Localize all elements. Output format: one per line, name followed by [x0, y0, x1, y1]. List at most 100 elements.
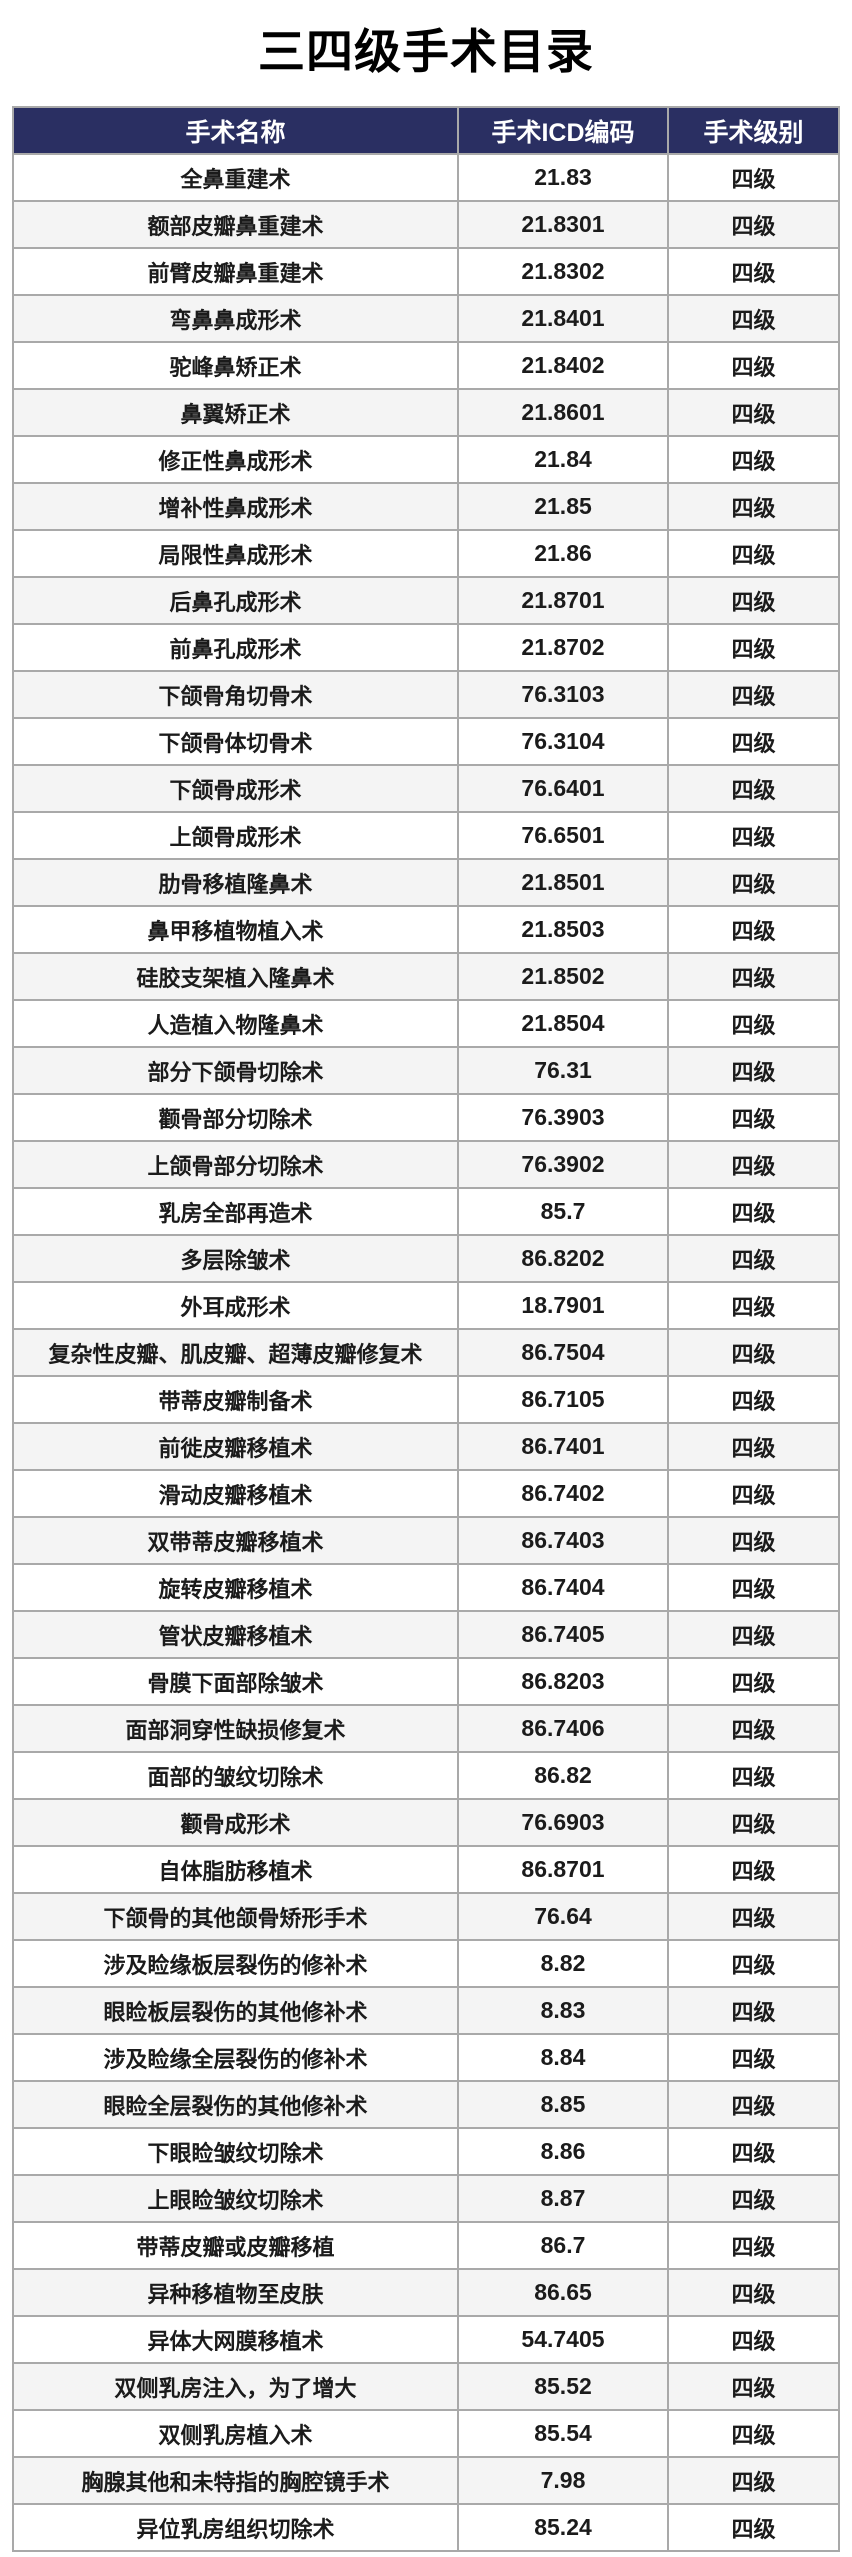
table-row: 前臂皮瓣鼻重建术 21.8302 四级 [12, 247, 840, 296]
surgery-name-cell: 颧骨部分切除术 [12, 1093, 459, 1142]
surgery-level-cell: 四级 [667, 1986, 840, 2035]
surgery-level-cell: 四级 [667, 2080, 840, 2129]
icd-code-cell: 85.7 [457, 1187, 669, 1236]
surgery-name-cell: 修正性鼻成形术 [12, 435, 459, 484]
column-header-icd-code: 手术ICD编码 [457, 106, 669, 155]
table-row: 颧骨成形术 76.6903 四级 [12, 1798, 840, 1847]
surgery-name-cell: 外耳成形术 [12, 1281, 459, 1330]
table-row: 上颌骨成形术 76.6501 四级 [12, 811, 840, 860]
icd-code-cell: 21.86 [457, 529, 669, 578]
icd-code-cell: 8.86 [457, 2127, 669, 2176]
table-row: 双侧乳房注入，为了增大 85.52 四级 [12, 2362, 840, 2411]
surgery-name-cell: 复杂性皮瓣、肌皮瓣、超薄皮瓣修复术 [12, 1328, 459, 1377]
table-row: 下颌骨体切骨术 76.3104 四级 [12, 717, 840, 766]
table-row: 额部皮瓣鼻重建术 21.8301 四级 [12, 200, 840, 249]
table-row: 外耳成形术 18.7901 四级 [12, 1281, 840, 1330]
table-row: 前徙皮瓣移植术 86.7401 四级 [12, 1422, 840, 1471]
icd-code-cell: 7.98 [457, 2456, 669, 2505]
table-row: 下颌骨的其他颌骨矫形手术 76.64 四级 [12, 1892, 840, 1941]
surgery-level-cell: 四级 [667, 2033, 840, 2082]
surgery-level-cell: 四级 [667, 529, 840, 578]
table-row: 涉及睑缘全层裂伤的修补术 8.84 四级 [12, 2033, 840, 2082]
icd-code-cell: 54.7405 [457, 2315, 669, 2364]
icd-code-cell: 21.8402 [457, 341, 669, 390]
icd-code-cell: 76.3902 [457, 1140, 669, 1189]
surgery-name-cell: 上眼睑皱纹切除术 [12, 2174, 459, 2223]
icd-code-cell: 86.8203 [457, 1657, 669, 1706]
surgery-name-cell: 胸腺其他和未特指的胸腔镜手术 [12, 2456, 459, 2505]
surgery-level-cell: 四级 [667, 1375, 840, 1424]
icd-code-cell: 18.7901 [457, 1281, 669, 1330]
icd-code-cell: 76.3104 [457, 717, 669, 766]
surgery-level-cell: 四级 [667, 294, 840, 343]
surgery-level-cell: 四级 [667, 2315, 840, 2364]
column-header-surgery-level: 手术级别 [667, 106, 840, 155]
table-row: 滑动皮瓣移植术 86.7402 四级 [12, 1469, 840, 1518]
icd-code-cell: 86.7406 [457, 1704, 669, 1753]
table-row: 弯鼻鼻成形术 21.8401 四级 [12, 294, 840, 343]
surgery-level-cell: 四级 [667, 811, 840, 860]
surgery-level-cell: 四级 [667, 1281, 840, 1330]
surgery-level-cell: 四级 [667, 1845, 840, 1894]
table-row: 后鼻孔成形术 21.8701 四级 [12, 576, 840, 625]
table-row: 异体大网膜移植术 54.7405 四级 [12, 2315, 840, 2364]
surgery-name-cell: 人造植入物隆鼻术 [12, 999, 459, 1048]
table-row: 上眼睑皱纹切除术 8.87 四级 [12, 2174, 840, 2223]
surgery-name-cell: 旋转皮瓣移植术 [12, 1563, 459, 1612]
table-header: 手术名称 手术ICD编码 手术级别 [12, 106, 840, 155]
table-row: 增补性鼻成形术 21.85 四级 [12, 482, 840, 531]
icd-code-cell: 86.7402 [457, 1469, 669, 1518]
surgery-level-cell: 四级 [667, 623, 840, 672]
surgery-level-cell: 四级 [667, 2127, 840, 2176]
surgery-level-cell: 四级 [667, 952, 840, 1001]
icd-code-cell: 86.8701 [457, 1845, 669, 1894]
icd-code-cell: 85.52 [457, 2362, 669, 2411]
surgery-level-cell: 四级 [667, 1563, 840, 1612]
surgery-name-cell: 额部皮瓣鼻重建术 [12, 200, 459, 249]
surgery-name-cell: 后鼻孔成形术 [12, 576, 459, 625]
surgery-level-cell: 四级 [667, 1704, 840, 1753]
surgery-name-cell: 眼睑板层裂伤的其他修补术 [12, 1986, 459, 2035]
surgery-level-cell: 四级 [667, 1939, 840, 1988]
icd-code-cell: 76.6903 [457, 1798, 669, 1847]
surgery-name-cell: 面部的皱纹切除术 [12, 1751, 459, 1800]
table-row: 下颌骨角切骨术 76.3103 四级 [12, 670, 840, 719]
surgery-name-cell: 双侧乳房注入，为了增大 [12, 2362, 459, 2411]
icd-code-cell: 86.7403 [457, 1516, 669, 1565]
surgery-name-cell: 前臂皮瓣鼻重建术 [12, 247, 459, 296]
surgery-level-cell: 四级 [667, 247, 840, 296]
icd-code-cell: 21.8401 [457, 294, 669, 343]
surgery-level-cell: 四级 [667, 999, 840, 1048]
surgery-level-cell: 四级 [667, 1610, 840, 1659]
table-row: 胸腺其他和未特指的胸腔镜手术 7.98 四级 [12, 2456, 840, 2505]
table-row: 鼻甲移植物植入术 21.8503 四级 [12, 905, 840, 954]
table-row: 肋骨移植隆鼻术 21.8501 四级 [12, 858, 840, 907]
surgery-name-cell: 带蒂皮瓣制备术 [12, 1375, 459, 1424]
surgery-name-cell: 全鼻重建术 [12, 153, 459, 202]
table-row: 硅胶支架植入隆鼻术 21.8502 四级 [12, 952, 840, 1001]
surgery-level-cell: 四级 [667, 576, 840, 625]
surgery-name-cell: 局限性鼻成形术 [12, 529, 459, 578]
table-row: 管状皮瓣移植术 86.7405 四级 [12, 1610, 840, 1659]
icd-code-cell: 86.8202 [457, 1234, 669, 1283]
surgery-level-cell: 四级 [667, 435, 840, 484]
table-row: 前鼻孔成形术 21.8702 四级 [12, 623, 840, 672]
icd-code-cell: 21.85 [457, 482, 669, 531]
surgery-level-cell: 四级 [667, 2174, 840, 2223]
surgery-name-cell: 乳房全部再造术 [12, 1187, 459, 1236]
icd-code-cell: 21.84 [457, 435, 669, 484]
icd-code-cell: 21.8601 [457, 388, 669, 437]
surgery-name-cell: 双侧乳房植入术 [12, 2409, 459, 2458]
surgery-level-cell: 四级 [667, 1516, 840, 1565]
surgery-level-cell: 四级 [667, 2221, 840, 2270]
surgery-level-cell: 四级 [667, 1657, 840, 1706]
table-row: 异位乳房组织切除术 85.24 四级 [12, 2503, 840, 2552]
icd-code-cell: 76.64 [457, 1892, 669, 1941]
surgery-name-cell: 面部洞穿性缺损修复术 [12, 1704, 459, 1753]
table-row: 全鼻重建术 21.83 四级 [12, 153, 840, 202]
surgery-level-cell: 四级 [667, 1234, 840, 1283]
header-row: 手术名称 手术ICD编码 手术级别 [12, 106, 840, 155]
surgery-level-cell: 四级 [667, 1751, 840, 1800]
surgery-name-cell: 带蒂皮瓣或皮瓣移植 [12, 2221, 459, 2270]
table-row: 双带蒂皮瓣移植术 86.7403 四级 [12, 1516, 840, 1565]
